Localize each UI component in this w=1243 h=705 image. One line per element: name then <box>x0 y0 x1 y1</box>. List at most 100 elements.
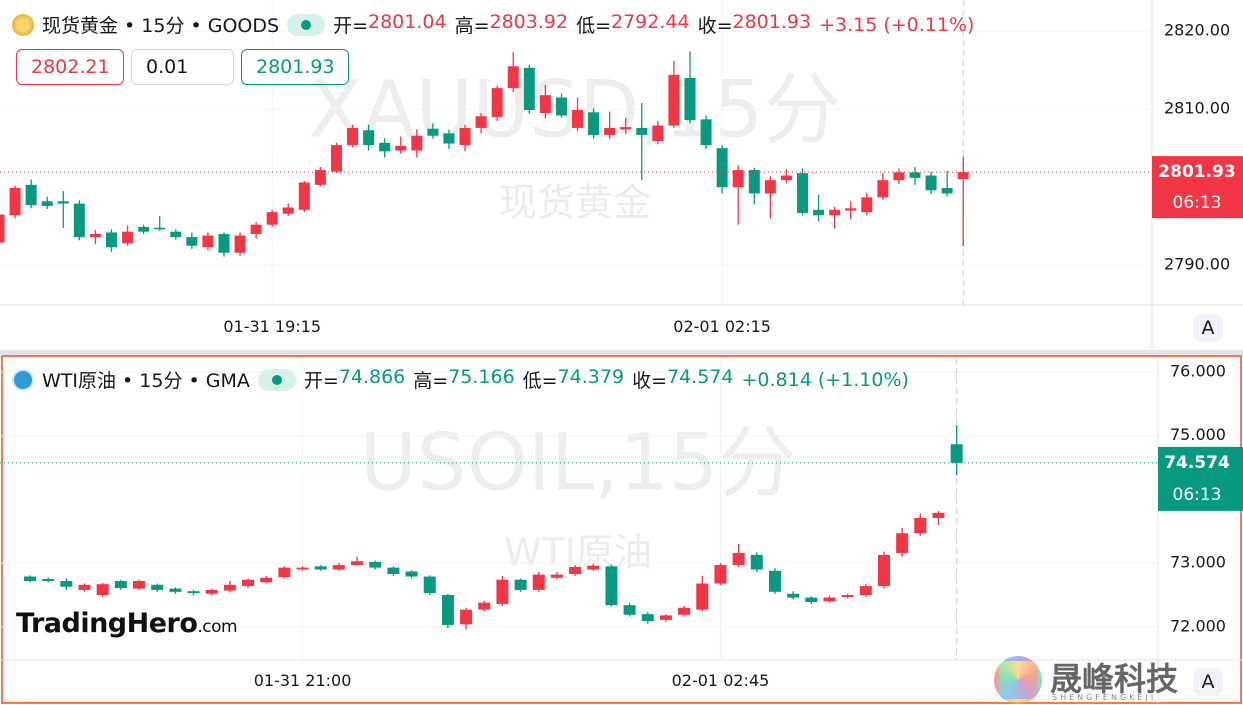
candle-body <box>550 574 563 578</box>
watermark-logo: TradingHero.com <box>16 608 238 639</box>
buy-button[interactable]: 2801.93 <box>241 49 349 85</box>
partner-name: 晟峰科技 <box>1050 660 1179 698</box>
ohlc-value: 2792.44 <box>611 11 690 33</box>
candle-body <box>716 148 728 188</box>
partner-pinyin: SHENGFENGKEJI <box>1052 693 1157 702</box>
candle-body <box>138 226 150 232</box>
sell-button[interactable]: 2802.21 <box>16 49 124 85</box>
last-price-label: 74.574 <box>1164 453 1230 473</box>
candle-body <box>187 591 200 594</box>
candle-body <box>395 145 407 151</box>
candle-body <box>588 112 600 135</box>
status-pill[interactable] <box>257 368 296 391</box>
candle-body <box>234 235 246 253</box>
candle-body <box>845 208 857 211</box>
candle-body <box>351 561 364 566</box>
candle-body <box>73 203 85 238</box>
ohlc-value: 2801.04 <box>368 11 447 33</box>
logo-name: TradingHero <box>16 608 198 639</box>
legend-header: WTI原油 • 15分 • GMA 开= 74.866 高= 75.166 低= 74… <box>12 366 909 393</box>
y-tick-label: 2810.00 <box>1164 99 1230 118</box>
candle-body <box>250 224 262 235</box>
candle-body <box>823 597 836 602</box>
candle-body <box>379 142 391 152</box>
candle-body <box>572 109 584 128</box>
candle-body <box>569 566 582 574</box>
candle-body <box>909 172 921 178</box>
candle-body <box>133 580 146 589</box>
ohlc-key: 收= <box>632 370 667 392</box>
candle-body <box>684 78 696 121</box>
candle-body <box>950 444 963 463</box>
ohlc-value: 2803.92 <box>489 11 569 33</box>
last-price-label: 2801.93 <box>1158 162 1235 182</box>
candle-body <box>841 595 854 597</box>
candle-body <box>523 67 535 110</box>
candle-body <box>443 133 455 144</box>
candle-body <box>941 187 953 194</box>
candle-body <box>507 66 519 89</box>
candle-body <box>218 234 230 253</box>
change-label: +0.814 (+1.10%) <box>741 368 909 391</box>
candle-body <box>9 187 21 216</box>
candle-body <box>957 172 969 180</box>
candle-body <box>266 212 278 225</box>
candle-body <box>700 119 712 146</box>
ohlc-value: 74.866 <box>338 366 406 388</box>
candle-body <box>668 74 680 126</box>
candle-body <box>555 97 567 116</box>
auto-scale-button[interactable]: A <box>1193 668 1223 696</box>
candle-body <box>532 574 545 590</box>
candle-body <box>223 584 236 591</box>
logo-suffix: .com <box>197 617 238 637</box>
x-tick-label: 02-01 02:45 <box>672 671 770 690</box>
candle-body <box>170 231 182 238</box>
candle-body <box>169 588 182 592</box>
candle-body <box>25 184 37 206</box>
bar-countdown: 06:13 <box>1173 193 1222 213</box>
candle-body <box>787 593 800 598</box>
auto-scale-button[interactable]: A <box>1193 314 1223 342</box>
symbol-title: WTI原油 • 15分 • GMA <box>42 370 250 392</box>
candle-body <box>914 517 927 534</box>
quantity-input[interactable]: 0.01 <box>131 49 234 85</box>
candle-body <box>423 576 436 594</box>
candle-body <box>678 607 691 615</box>
candle-body <box>641 614 654 622</box>
candle-body <box>780 175 792 181</box>
candle-body <box>636 127 648 135</box>
candle-body <box>861 197 873 213</box>
candle-body <box>491 88 503 118</box>
symbol-icon <box>12 368 34 391</box>
candle-body <box>369 561 382 568</box>
candle-body <box>460 609 473 625</box>
symbol-title: 现货黄金 • 15分 • GOODS <box>42 15 280 37</box>
candle-body <box>42 579 55 581</box>
candle-body <box>242 579 255 587</box>
pane-separator <box>0 350 1243 355</box>
candle-body <box>60 580 73 587</box>
candle-body <box>768 570 781 592</box>
candle-body <box>514 579 527 590</box>
candle-body <box>278 567 291 578</box>
candle-body <box>260 577 273 583</box>
status-pill[interactable] <box>287 13 326 36</box>
candle-body <box>151 584 164 590</box>
candle-body <box>750 554 763 570</box>
candle-body <box>620 127 632 130</box>
candle-body <box>496 579 509 604</box>
candle-body <box>330 145 342 172</box>
y-tick-label: 72.000 <box>1170 616 1226 635</box>
y-tick-label: 73.000 <box>1170 553 1226 572</box>
watermark: USOIL,15分 <box>360 418 797 508</box>
candle-body <box>427 128 439 136</box>
candle-body <box>859 586 872 596</box>
legend-header: 现货黄金 • 15分 • GOODS 开= 2801.04 高= 2803.92 低… <box>12 11 974 38</box>
symbol-icon <box>12 13 34 36</box>
candle-body <box>652 125 664 142</box>
candle-body <box>604 127 616 135</box>
candle-body <box>24 576 36 581</box>
watermark-sub: 现货黄金 <box>499 181 651 225</box>
ohlc-key: 低= <box>576 15 611 37</box>
